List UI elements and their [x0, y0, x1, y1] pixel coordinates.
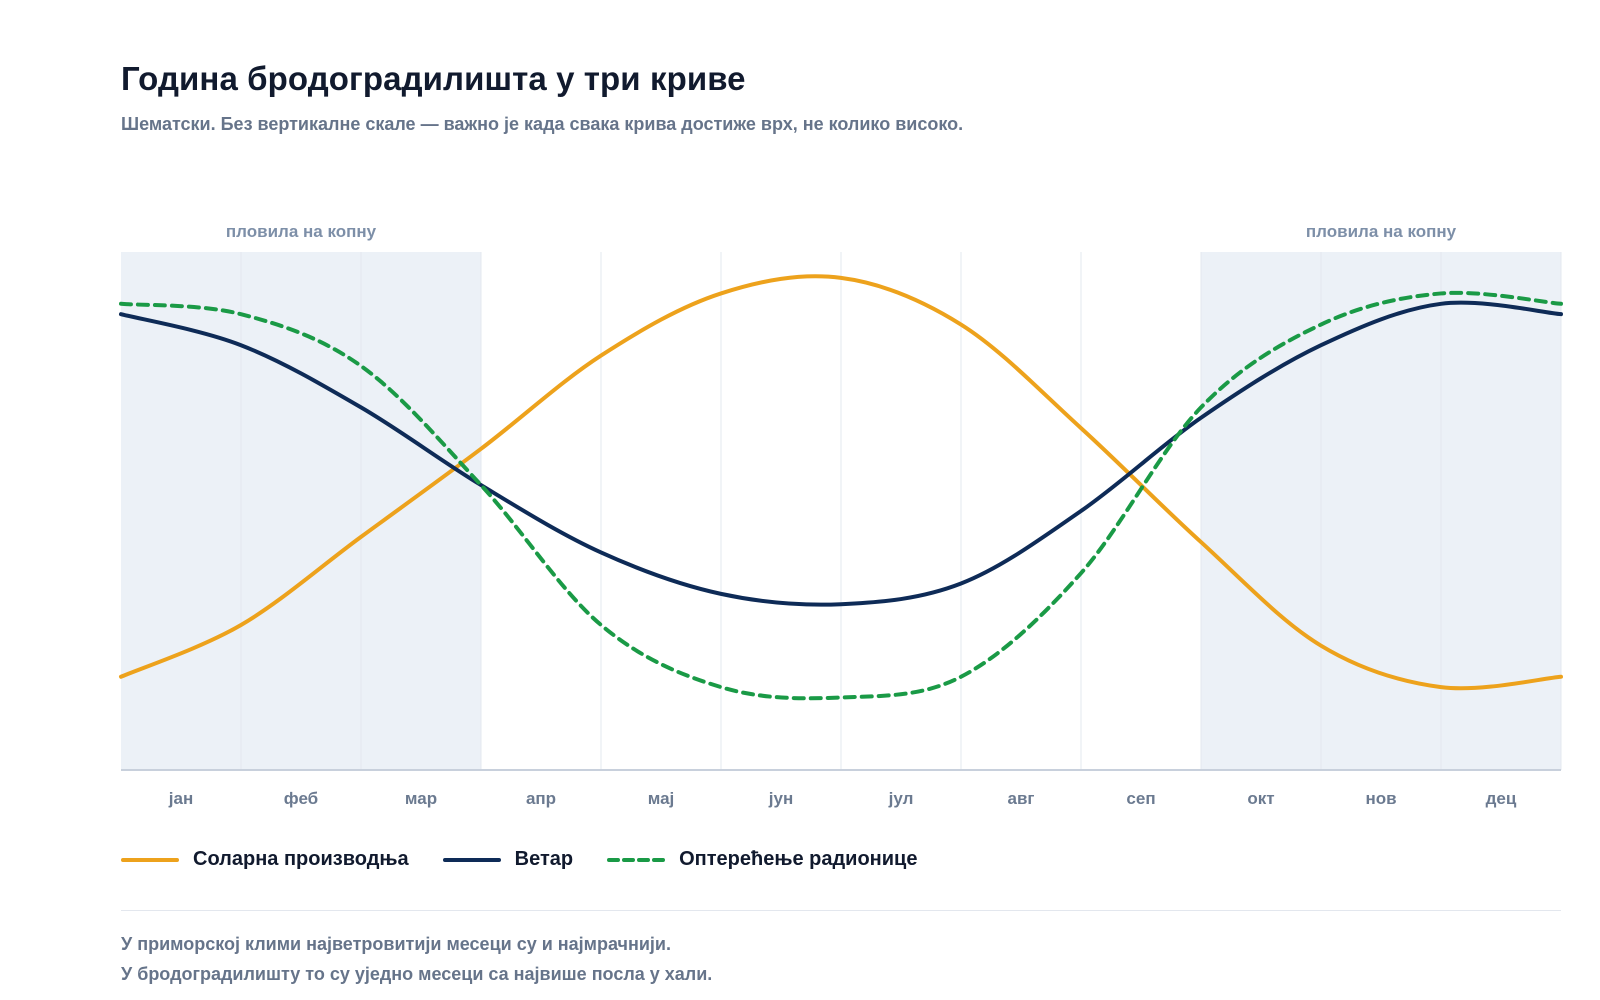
x-tick-label: јун: [768, 789, 793, 808]
legend: Соларна производња Ветар Оптерећење радион…: [121, 848, 951, 871]
shaded-region-2: [1201, 252, 1561, 770]
chart-title: Година бродоградилишта у три криве: [121, 60, 746, 97]
legend-label: Соларна производња: [193, 848, 409, 870]
x-tick-label: мар: [405, 789, 437, 808]
shade-labels: пловила на копну пловила на копну: [226, 222, 1457, 241]
x-tick-label: јул: [888, 789, 914, 808]
x-tick-label: нов: [1365, 789, 1396, 808]
shade-label-2: пловила на копну: [1306, 222, 1457, 241]
x-tick-label: мај: [648, 789, 675, 808]
workshop-load-line: [119, 290, 1563, 701]
chart-subtitle: Шематски. Без вертикалне скале — важно ј…: [121, 114, 964, 134]
legend-label: Ветар: [514, 848, 574, 870]
x-tick-label: окт: [1247, 789, 1274, 808]
legend-label: Оптерећење радионице: [679, 848, 918, 870]
legend-swatch: [442, 857, 501, 862]
x-axis-tick-labels: јан феб мар апр мај јун јул авг сеп окт нов дец: [168, 789, 1517, 808]
series-lines: [119, 274, 1563, 701]
legend-swatch: [121, 857, 179, 862]
shaded-region-1: [121, 252, 481, 770]
legend-item-workshop: Оптерећење радионице: [607, 848, 917, 871]
note-line-1: У приморској клими најветровитији месеци…: [121, 934, 672, 954]
line-chart: јан феб мар апр мај јун јул авг сеп окт нов дец пло…: [119, 222, 1563, 808]
x-tick-label: феб: [284, 789, 318, 808]
shaded-regions: [121, 252, 1561, 770]
wind-line: [119, 300, 1563, 607]
x-tick-label: јан: [168, 789, 193, 808]
solar-production-line: [119, 274, 1563, 691]
divider: [121, 910, 1561, 911]
x-tick-label: апр: [526, 789, 556, 808]
legend-swatch: [607, 857, 666, 862]
shade-label-1: пловила на копну: [226, 222, 377, 241]
x-tick-label: сеп: [1126, 789, 1155, 808]
note-line-2: У бродоградилишту то су уједно месеци са…: [121, 964, 713, 984]
legend-item-wind: Ветар: [442, 848, 574, 871]
x-tick-label: авг: [1008, 789, 1035, 808]
legend-item-solar: Соларна производња: [121, 848, 409, 871]
x-tick-label: дец: [1486, 789, 1517, 808]
